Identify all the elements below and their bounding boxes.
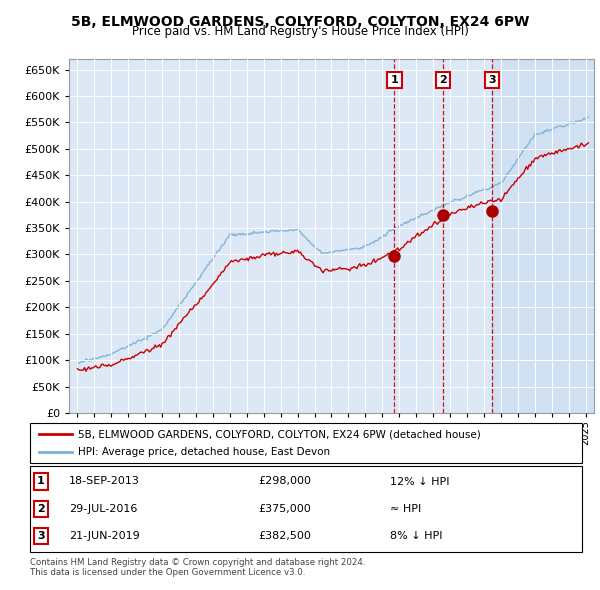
Text: ≈ HPI: ≈ HPI bbox=[390, 504, 421, 514]
Text: HPI: Average price, detached house, East Devon: HPI: Average price, detached house, East… bbox=[78, 447, 330, 457]
Text: £298,000: £298,000 bbox=[258, 477, 311, 487]
Text: Price paid vs. HM Land Registry's House Price Index (HPI): Price paid vs. HM Land Registry's House … bbox=[131, 25, 469, 38]
Bar bbox=[492, 59, 594, 413]
Text: £375,000: £375,000 bbox=[258, 504, 311, 514]
Text: 2: 2 bbox=[37, 504, 44, 514]
Text: 29-JUL-2016: 29-JUL-2016 bbox=[69, 504, 137, 514]
Text: 1: 1 bbox=[391, 75, 398, 85]
Text: £382,500: £382,500 bbox=[258, 531, 311, 541]
Text: Contains HM Land Registry data © Crown copyright and database right 2024.
This d: Contains HM Land Registry data © Crown c… bbox=[30, 558, 365, 577]
Text: 8% ↓ HPI: 8% ↓ HPI bbox=[390, 531, 443, 541]
Text: 3: 3 bbox=[488, 75, 496, 85]
Text: 12% ↓ HPI: 12% ↓ HPI bbox=[390, 477, 449, 487]
Text: 21-JUN-2019: 21-JUN-2019 bbox=[69, 531, 140, 541]
Text: 18-SEP-2013: 18-SEP-2013 bbox=[69, 477, 140, 487]
Text: 1: 1 bbox=[37, 477, 44, 487]
Text: 5B, ELMWOOD GARDENS, COLYFORD, COLYTON, EX24 6PW (detached house): 5B, ELMWOOD GARDENS, COLYFORD, COLYTON, … bbox=[78, 430, 481, 440]
Text: 2: 2 bbox=[439, 75, 447, 85]
Text: 3: 3 bbox=[37, 531, 44, 541]
Text: 5B, ELMWOOD GARDENS, COLYFORD, COLYTON, EX24 6PW: 5B, ELMWOOD GARDENS, COLYFORD, COLYTON, … bbox=[71, 15, 529, 29]
